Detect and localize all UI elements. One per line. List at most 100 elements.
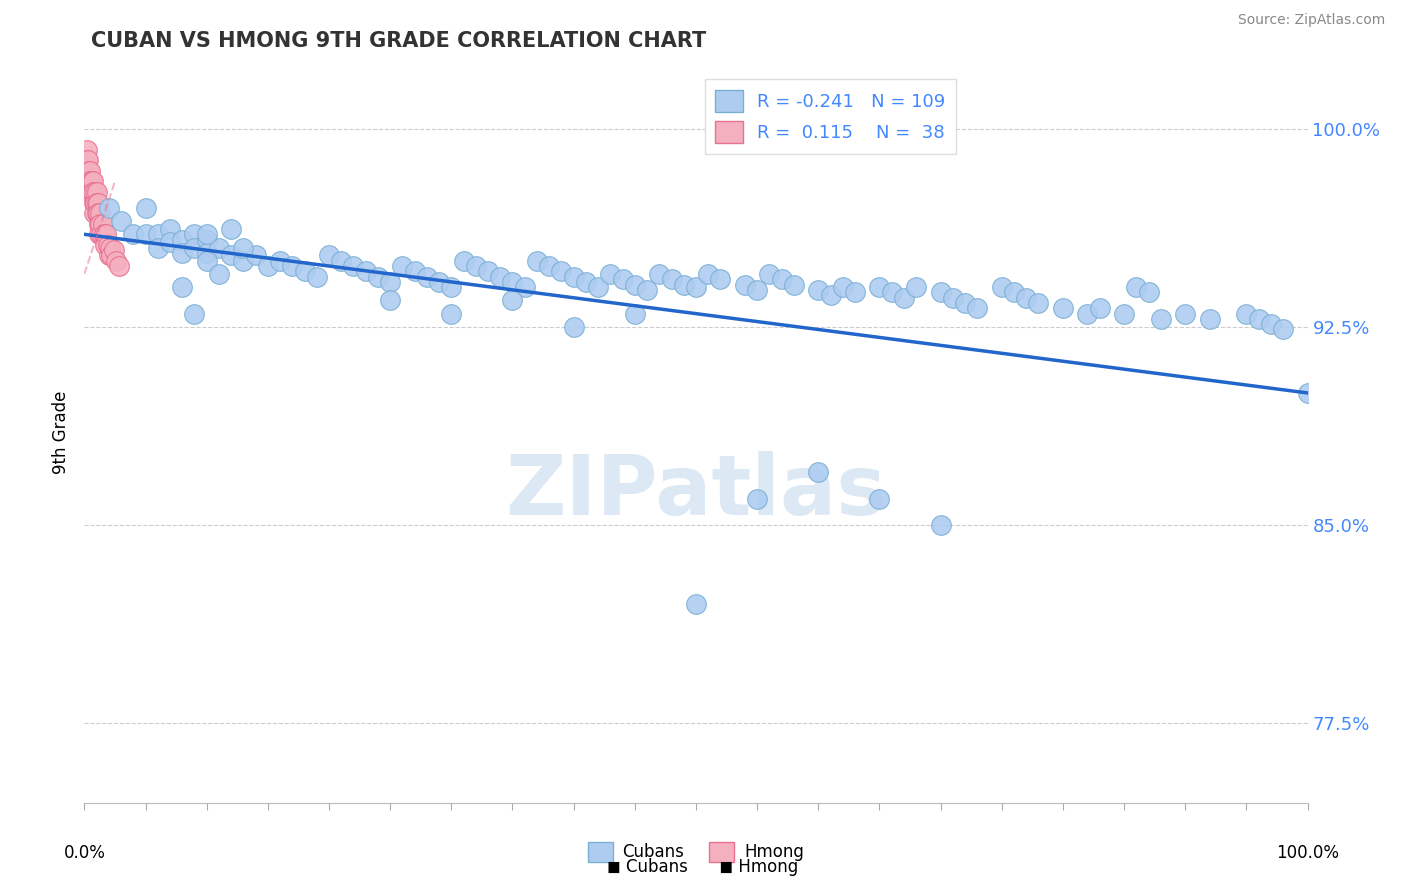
Point [1052, 301, 1074, 316]
Point [195, 227, 218, 242]
Point [758, 267, 780, 281]
Point [146, 240, 169, 255]
Point [89, 206, 111, 220]
Point [1260, 317, 1282, 331]
Point [747, 491, 769, 506]
Point [208, 267, 231, 281]
Point [330, 253, 353, 268]
Point [80, 174, 103, 188]
Point [90, 227, 112, 242]
Point [107, 259, 129, 273]
Point [103, 243, 125, 257]
Point [342, 259, 364, 273]
Text: 100.0%: 100.0% [1277, 845, 1339, 863]
Point [1272, 322, 1295, 336]
Point [648, 267, 671, 281]
Point [404, 264, 426, 278]
Point [905, 280, 928, 294]
Point [354, 264, 377, 278]
Point [783, 277, 806, 292]
Point [195, 245, 218, 260]
Point [391, 259, 413, 273]
Point [77, 153, 100, 168]
Point [734, 277, 756, 292]
Point [1198, 312, 1220, 326]
Point [380, 275, 402, 289]
Text: 0.0%: 0.0% [63, 845, 105, 863]
Point [367, 269, 389, 284]
Point [477, 264, 499, 278]
Point [183, 240, 205, 255]
Text: CUBAN VS HMONG 9TH GRADE CORRELATION CHART: CUBAN VS HMONG 9TH GRADE CORRELATION CHA… [91, 31, 707, 51]
Point [318, 248, 340, 262]
Point [1137, 285, 1160, 300]
Point [245, 248, 267, 262]
Point [1076, 307, 1098, 321]
Point [98, 240, 121, 255]
Point [550, 264, 572, 278]
Point [82, 174, 104, 188]
Point [76, 143, 98, 157]
Point [636, 283, 658, 297]
Point [513, 280, 536, 294]
Point [86, 206, 108, 220]
Point [281, 259, 304, 273]
Point [96, 227, 118, 242]
Point [526, 253, 548, 268]
Point [82, 185, 104, 199]
Point [219, 248, 242, 262]
Text: Source: ZipAtlas.com: Source: ZipAtlas.com [1237, 13, 1385, 28]
Point [1150, 312, 1173, 326]
Point [685, 280, 707, 294]
Point [135, 227, 157, 242]
Point [440, 280, 463, 294]
Point [661, 272, 683, 286]
Point [893, 291, 915, 305]
Point [1174, 307, 1197, 321]
Point [100, 248, 122, 262]
Point [91, 217, 114, 231]
Point [489, 269, 512, 284]
Point [844, 285, 866, 300]
Point [1002, 285, 1025, 300]
Point [79, 185, 101, 199]
Point [599, 267, 621, 281]
Point [87, 206, 110, 220]
Point [440, 307, 463, 321]
Point [1015, 291, 1038, 305]
Point [172, 280, 194, 294]
Point [77, 174, 100, 188]
Point [502, 275, 524, 289]
Point [380, 293, 402, 308]
Point [464, 259, 486, 273]
Point [87, 227, 110, 242]
Point [195, 253, 218, 268]
Point [294, 264, 316, 278]
Point [929, 285, 952, 300]
Point [1247, 312, 1270, 326]
Point [159, 222, 181, 236]
Point [538, 259, 561, 273]
Point [146, 227, 169, 242]
Point [831, 280, 853, 294]
Point [77, 164, 100, 178]
Point [991, 280, 1014, 294]
Point [709, 272, 731, 286]
Legend: Cubans, Hmong: Cubans, Hmong [581, 835, 811, 869]
Point [929, 518, 952, 533]
Point [84, 195, 107, 210]
Point [697, 267, 720, 281]
Point [79, 164, 101, 178]
Point [453, 253, 475, 268]
Point [672, 277, 695, 292]
Point [502, 293, 524, 308]
Point [427, 275, 450, 289]
Point [1028, 296, 1050, 310]
Point [624, 277, 647, 292]
Point [97, 248, 120, 262]
Point [575, 275, 598, 289]
Point [172, 233, 194, 247]
Point [1114, 307, 1136, 321]
Point [942, 291, 965, 305]
Point [257, 259, 280, 273]
